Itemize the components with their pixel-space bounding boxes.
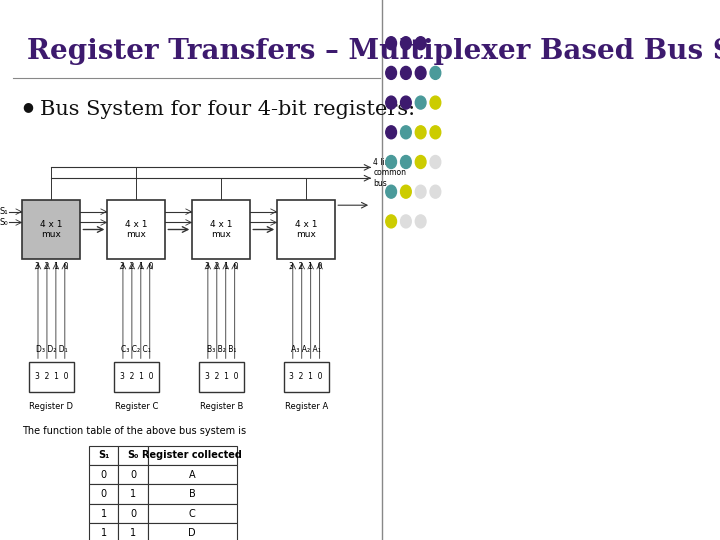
Text: Bus System for four 4-bit registers:: Bus System for four 4-bit registers: — [40, 100, 415, 119]
Bar — [284, 362, 328, 392]
Bar — [277, 200, 336, 259]
Text: 4 x 1
mux: 4 x 1 mux — [40, 220, 63, 239]
Text: Register collected: Register collected — [143, 450, 242, 460]
Bar — [119, 504, 148, 523]
Text: Register C: Register C — [114, 402, 158, 411]
Text: Register A: Register A — [284, 402, 328, 411]
Text: B₃ B₂ B₁: B₃ B₂ B₁ — [207, 345, 236, 354]
Text: 4 line
common
bus: 4 line common bus — [373, 158, 406, 188]
Circle shape — [430, 66, 441, 79]
Text: D₃ D₂ D₁: D₃ D₂ D₁ — [35, 345, 67, 354]
Text: 3  2  1  0: 3 2 1 0 — [204, 262, 238, 271]
Circle shape — [386, 215, 397, 228]
Circle shape — [415, 37, 426, 50]
Bar — [29, 362, 73, 392]
Bar — [119, 446, 148, 465]
Text: S₀: S₀ — [127, 450, 139, 460]
Text: 1: 1 — [101, 509, 107, 518]
Bar — [148, 523, 237, 540]
Circle shape — [430, 126, 441, 139]
Text: 3  2  1  0: 3 2 1 0 — [289, 372, 323, 381]
Circle shape — [400, 66, 411, 79]
Text: B: B — [189, 489, 196, 499]
Circle shape — [400, 37, 411, 50]
Bar — [192, 200, 251, 259]
Text: The function table of the above bus system is: The function table of the above bus syst… — [22, 426, 246, 436]
Circle shape — [386, 126, 397, 139]
Bar — [89, 446, 119, 465]
Text: 0: 0 — [130, 470, 136, 480]
Text: 3  2  1  0: 3 2 1 0 — [120, 372, 153, 381]
Bar — [119, 523, 148, 540]
Text: 3  2  1  0: 3 2 1 0 — [120, 262, 153, 271]
Text: 4 x 1
mux: 4 x 1 mux — [125, 220, 148, 239]
Text: S₁: S₁ — [98, 450, 109, 460]
Text: 1: 1 — [130, 528, 136, 538]
Bar — [22, 200, 81, 259]
Bar — [148, 465, 237, 484]
Circle shape — [415, 215, 426, 228]
Text: C: C — [189, 509, 196, 518]
Text: 1: 1 — [101, 528, 107, 538]
Bar — [114, 362, 158, 392]
Text: S₀: S₀ — [0, 218, 8, 227]
Text: 3  2  1  0: 3 2 1 0 — [35, 262, 68, 271]
Text: Register B: Register B — [199, 402, 243, 411]
Bar — [199, 362, 243, 392]
Text: 3  2  1  0: 3 2 1 0 — [289, 262, 323, 271]
Circle shape — [400, 185, 411, 198]
Text: 4 x 1
mux: 4 x 1 mux — [295, 220, 318, 239]
Circle shape — [400, 126, 411, 139]
Circle shape — [386, 96, 397, 109]
Circle shape — [415, 96, 426, 109]
Text: Register D: Register D — [30, 402, 73, 411]
Text: 3  2  1  0: 3 2 1 0 — [35, 372, 68, 381]
Circle shape — [400, 215, 411, 228]
Circle shape — [415, 156, 426, 168]
Circle shape — [430, 185, 441, 198]
Circle shape — [386, 37, 397, 50]
Text: Register Transfers – Multiplexer Based Bus System: Register Transfers – Multiplexer Based B… — [27, 38, 720, 65]
Bar — [89, 465, 119, 484]
Circle shape — [430, 96, 441, 109]
Circle shape — [386, 156, 397, 168]
Circle shape — [386, 185, 397, 198]
Bar — [107, 200, 166, 259]
Circle shape — [386, 66, 397, 79]
Text: 1: 1 — [130, 489, 136, 499]
Circle shape — [400, 156, 411, 168]
Circle shape — [415, 185, 426, 198]
Bar — [148, 504, 237, 523]
Bar — [119, 465, 148, 484]
Circle shape — [415, 66, 426, 79]
Text: D: D — [189, 528, 196, 538]
Bar — [148, 484, 237, 504]
Bar — [89, 523, 119, 540]
Text: A₃ A₂ A₁: A₃ A₂ A₁ — [292, 345, 321, 354]
Circle shape — [415, 126, 426, 139]
Text: 0: 0 — [101, 470, 107, 480]
Text: 0: 0 — [101, 489, 107, 499]
Text: S₁: S₁ — [0, 207, 8, 216]
Text: 4 x 1
mux: 4 x 1 mux — [210, 220, 233, 239]
Text: 3  2  1  0: 3 2 1 0 — [204, 372, 238, 381]
Circle shape — [400, 96, 411, 109]
Bar — [148, 446, 237, 465]
Text: ●: ● — [22, 100, 33, 113]
Circle shape — [430, 156, 441, 168]
Text: A: A — [189, 470, 196, 480]
Text: C₃ C₂ C₁: C₃ C₂ C₁ — [122, 345, 151, 354]
Bar — [119, 484, 148, 504]
Text: 0: 0 — [130, 509, 136, 518]
Bar — [89, 484, 119, 504]
Bar — [89, 504, 119, 523]
